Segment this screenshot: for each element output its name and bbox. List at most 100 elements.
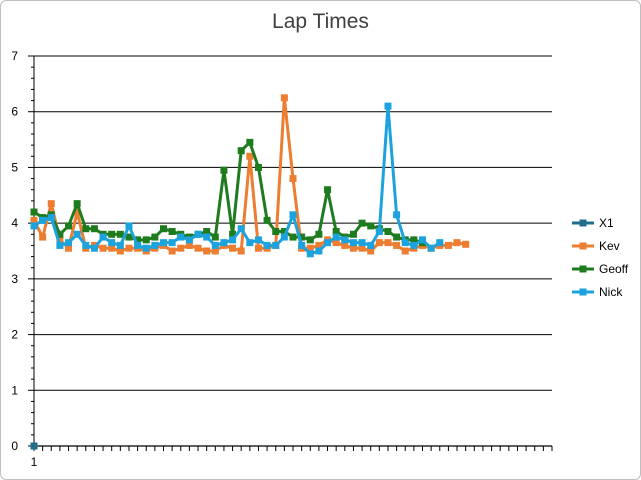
data-point-geoff (203, 228, 211, 235)
y-tick-label-1: 1 (11, 383, 18, 397)
data-point-kev (375, 239, 383, 247)
data-point-nick (237, 225, 245, 233)
data-point-nick (203, 233, 211, 241)
data-point-kev (341, 241, 349, 249)
data-point-nick (151, 241, 159, 249)
data-point-nick (298, 241, 306, 249)
data-point-kev (358, 244, 366, 252)
data-point-nick (194, 230, 202, 238)
data-point-geoff (30, 208, 38, 216)
data-point-geoff (142, 236, 150, 244)
data-point-nick (125, 222, 133, 230)
y-tick-label-2: 2 (11, 328, 18, 342)
data-point-kev (315, 241, 323, 249)
legend-label-x1: X1 (599, 216, 614, 230)
data-point-kev (462, 240, 470, 248)
data-point-geoff (90, 225, 98, 233)
data-point-nick (332, 233, 340, 241)
data-point-kev (194, 244, 202, 252)
data-point-nick (185, 236, 193, 244)
data-point-kev (289, 175, 297, 183)
data-point-kev (254, 244, 262, 252)
data-point-nick (280, 233, 288, 241)
y-tick-label-4: 4 (11, 216, 18, 230)
data-point-geoff (358, 219, 366, 227)
legend-entry-x1: X1 (572, 216, 614, 230)
data-point-kev (401, 247, 409, 255)
data-point-geoff (324, 186, 332, 194)
data-point-nick (99, 233, 107, 241)
data-point-nick (367, 241, 375, 249)
data-point-nick (306, 250, 314, 258)
data-point-nick (90, 244, 98, 252)
data-point-geoff (220, 166, 228, 174)
data-point-nick (410, 241, 418, 249)
data-point-geoff (298, 233, 306, 241)
data-point-geoff (168, 228, 176, 235)
data-point-nick (384, 102, 392, 110)
data-point-nick (65, 239, 73, 247)
data-point-nick (82, 241, 90, 249)
data-point-nick (73, 230, 81, 238)
y-tick-label-7: 7 (11, 49, 18, 63)
data-point-nick (349, 239, 357, 247)
legend-entry-geoff: Geoff (572, 262, 629, 276)
data-point-kev (229, 244, 237, 252)
legend-label-nick: Nick (599, 285, 623, 299)
legend-label-kev: Kev (599, 239, 620, 253)
data-point-kev (56, 236, 64, 244)
data-point-geoff (306, 236, 314, 244)
legend-marker-geoff (579, 265, 587, 273)
data-point-nick (393, 211, 401, 219)
legend-marker-x1 (579, 219, 587, 227)
data-point-x1 (30, 442, 38, 450)
legend-label-geoff: Geoff (599, 262, 629, 276)
data-point-geoff (393, 233, 401, 241)
data-point-geoff (65, 222, 73, 230)
data-point-kev (332, 239, 340, 247)
data-point-nick (401, 239, 409, 247)
data-point-kev (99, 244, 107, 252)
y-tick-label-0: 0 (11, 439, 18, 453)
data-point-geoff (246, 138, 254, 146)
data-point-nick (289, 211, 297, 219)
data-point-nick (108, 239, 116, 247)
series-geoff (30, 138, 426, 247)
data-point-kev (306, 244, 314, 252)
data-point-nick (341, 236, 349, 244)
data-point-geoff (134, 236, 142, 244)
data-point-kev (73, 208, 81, 216)
y-tick-label-5: 5 (11, 160, 18, 174)
data-point-kev (349, 244, 357, 252)
chart-title: Lap Times (272, 10, 369, 33)
data-point-kev (30, 216, 38, 224)
data-point-nick (315, 247, 323, 255)
data-point-geoff (56, 230, 64, 238)
data-point-geoff (315, 230, 323, 238)
data-point-nick (375, 228, 383, 235)
x-tick-label-1: 1 (31, 455, 38, 469)
data-point-geoff (289, 233, 297, 241)
data-point-nick (134, 241, 142, 249)
data-point-geoff (108, 230, 116, 238)
data-point-nick (39, 216, 47, 224)
data-point-nick (246, 239, 254, 247)
data-point-nick (254, 236, 262, 244)
data-point-geoff (367, 222, 375, 230)
data-point-geoff (272, 228, 280, 235)
data-point-geoff (211, 233, 219, 241)
data-point-kev (125, 244, 133, 252)
data-point-geoff (237, 147, 245, 155)
legend-marker-nick (579, 288, 587, 296)
data-point-kev (453, 239, 461, 247)
data-point-nick (168, 239, 176, 247)
data-point-nick (177, 233, 185, 241)
y-tick-label-3: 3 (11, 272, 18, 286)
data-point-geoff (410, 236, 418, 244)
data-point-nick (427, 244, 435, 252)
data-point-nick (272, 241, 280, 249)
data-point-kev (237, 247, 245, 255)
data-point-nick (47, 214, 55, 222)
data-point-geoff (349, 230, 357, 238)
data-point-nick (30, 222, 38, 230)
